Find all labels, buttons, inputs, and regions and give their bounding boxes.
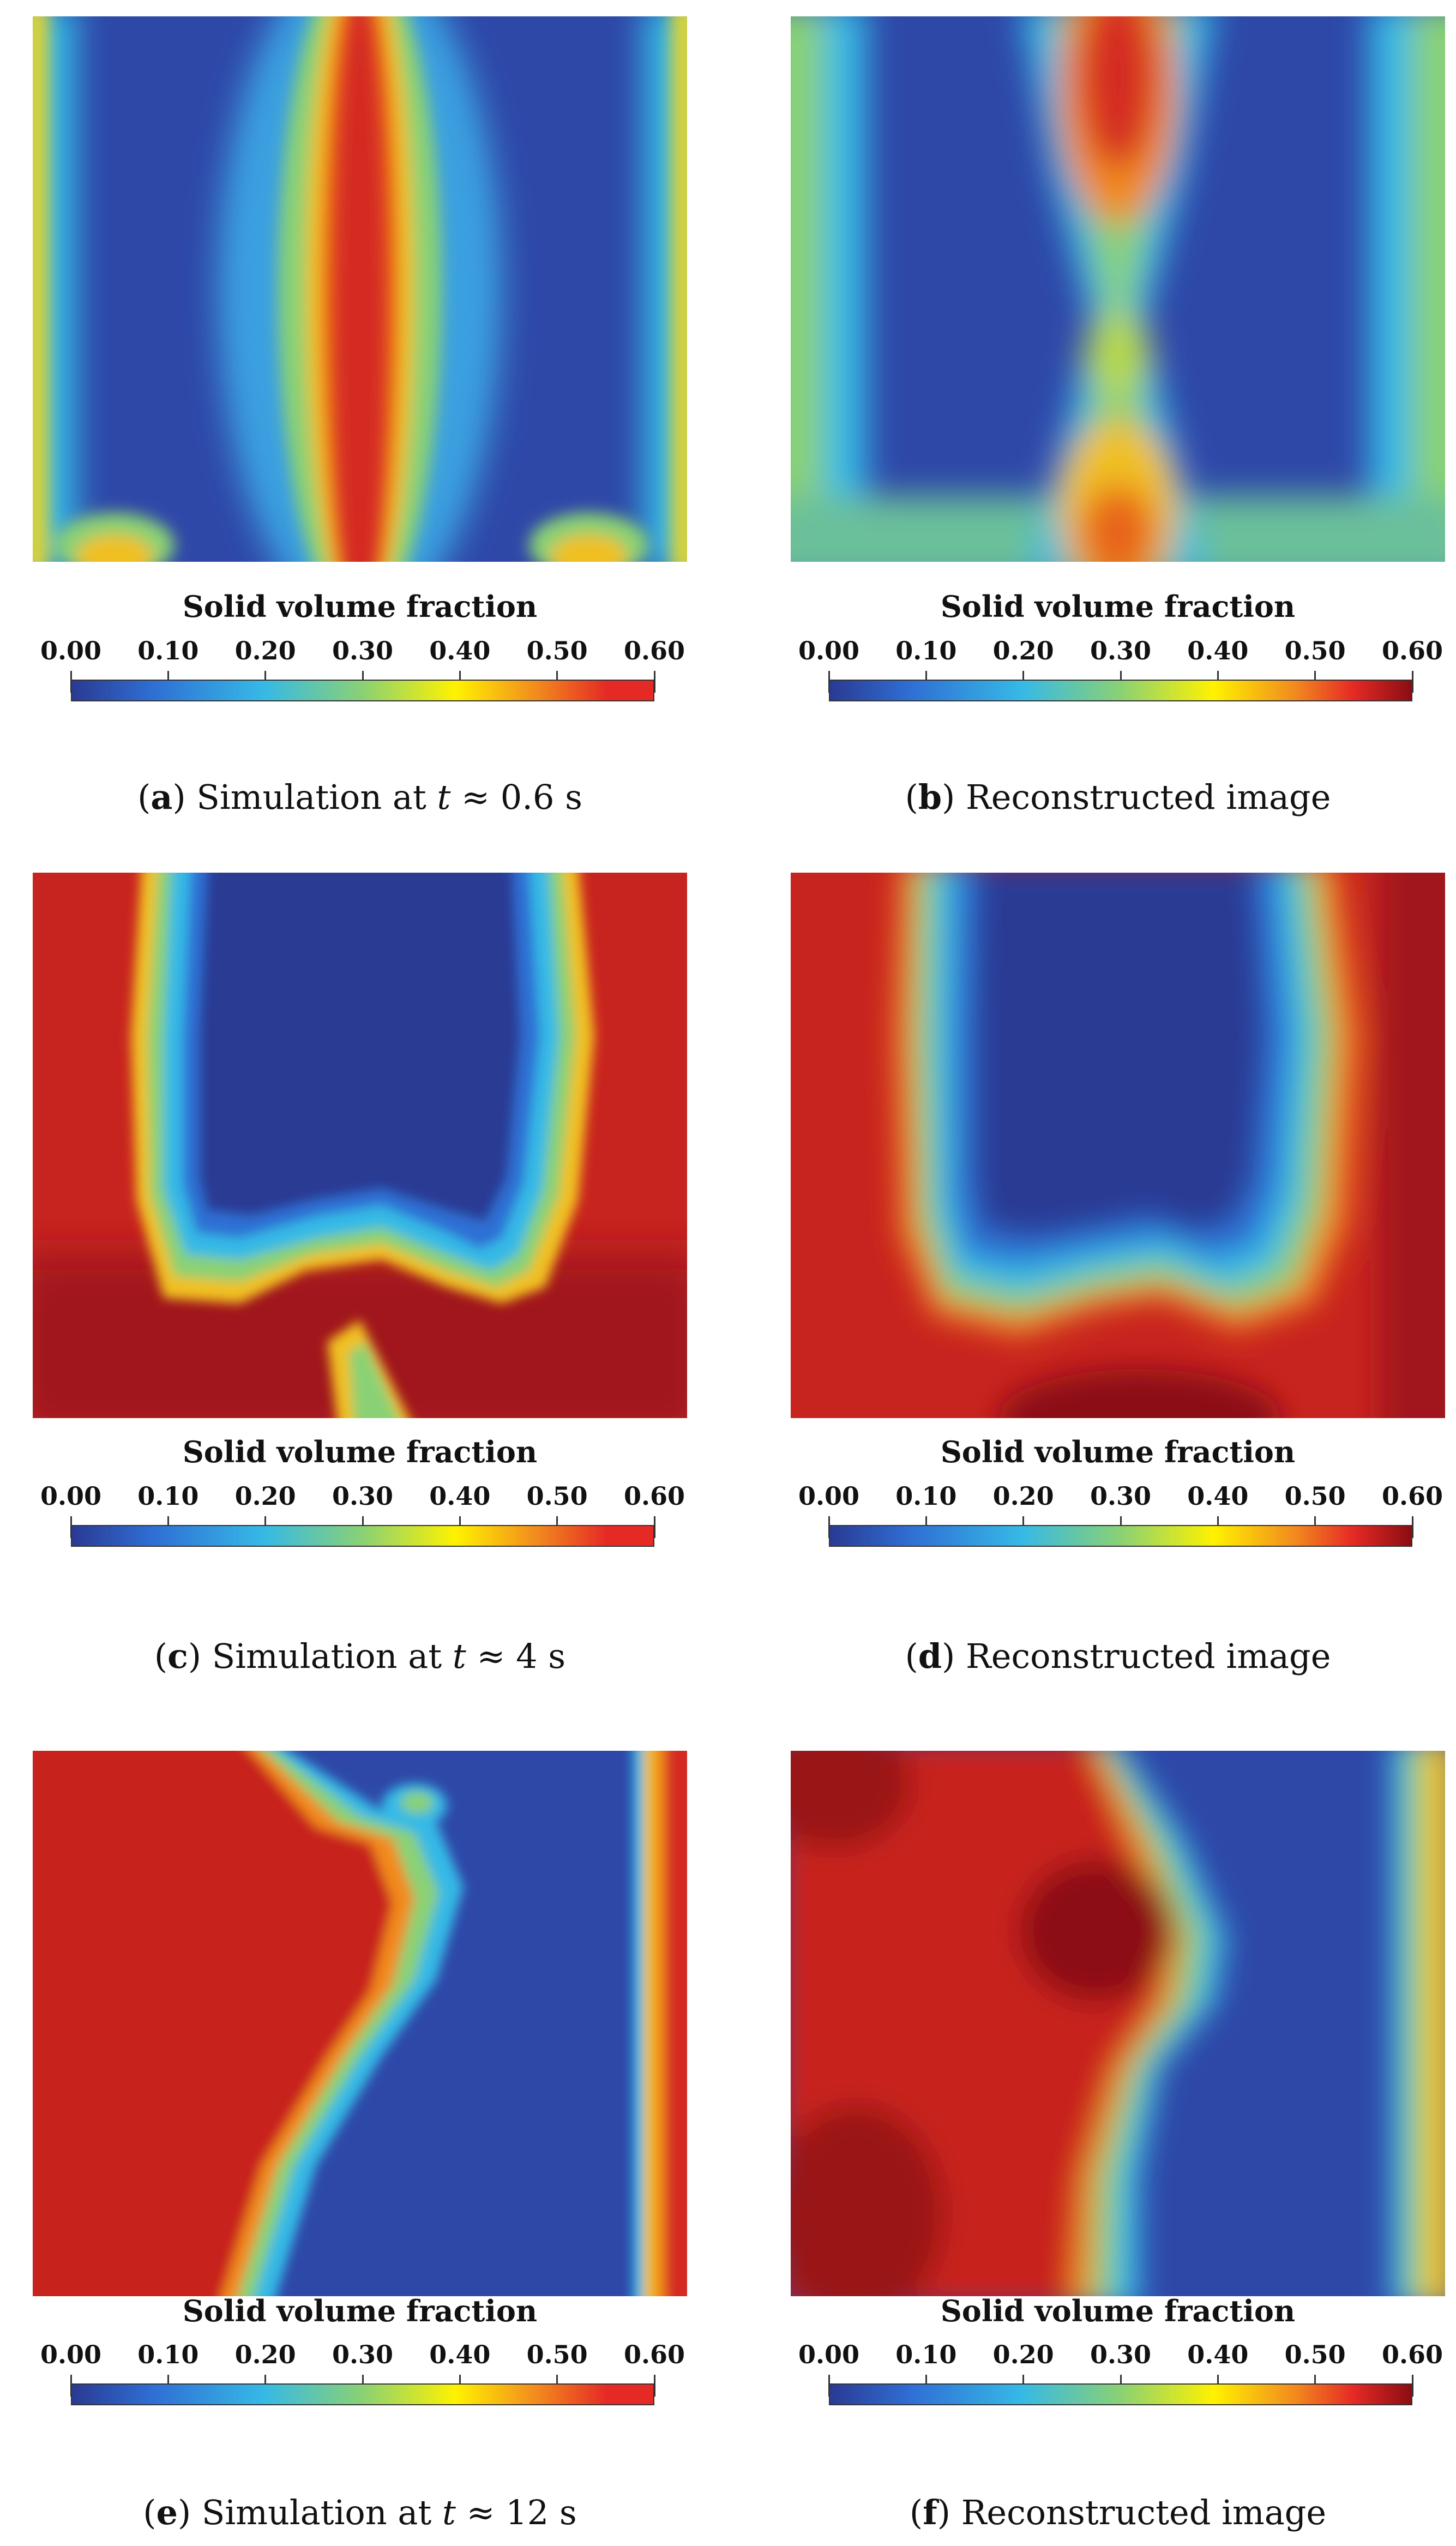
colorbar-tick-label: 0.40	[429, 2340, 491, 2369]
colorbar-tick-label: 0.00	[40, 636, 102, 665]
heatmap-panel-d	[791, 873, 1445, 1418]
caption-e: (e) Simulation at t ≈ 12 s	[143, 2493, 577, 2532]
colorbar-title-d: Solid volume fraction	[940, 1434, 1296, 1469]
colorbar-tick-label: 0.00	[40, 1481, 102, 1511]
colorbar-tick-label: 0.20	[234, 2340, 296, 2369]
colorbar-c	[71, 1525, 654, 1547]
colorbar-tick-label: 0.40	[1187, 636, 1249, 665]
colorbar-tick-label: 0.10	[137, 2340, 199, 2369]
colorbar-tick-label: 0.00	[798, 2340, 860, 2369]
colorbar-tick-label: 0.50	[1284, 2340, 1346, 2369]
colorbar-tick-label: 0.30	[1090, 1481, 1152, 1511]
colorbar-tick-label: 0.60	[1381, 636, 1443, 665]
colorbar-tick-label: 0.20	[234, 636, 296, 665]
colorbar-tick-label: 0.60	[1381, 1481, 1443, 1511]
colorbar-tick-label: 0.00	[798, 1481, 860, 1511]
colorbar-tick-label: 0.30	[1090, 2340, 1152, 2369]
colorbar-d	[829, 1525, 1412, 1547]
colorbar-tick-mark	[653, 2375, 655, 2397]
colorbar-tick-label: 0.20	[992, 636, 1054, 665]
colorbar-tick-label: 0.50	[526, 636, 588, 665]
colorbar-tick-label: 0.00	[40, 2340, 102, 2369]
colorbar-tick-label: 0.40	[1187, 1481, 1249, 1511]
caption-d: (d) Reconstructed image	[905, 1636, 1331, 1676]
colorbar-tick-label: 0.60	[623, 636, 685, 665]
colorbar-title-e: Solid volume fraction	[182, 2293, 538, 2328]
heatmap-panel-b	[791, 16, 1445, 562]
heatmap-panel-f	[791, 1751, 1445, 2296]
colorbar-tick-label: 0.60	[1381, 2340, 1443, 2369]
colorbar-tick-label: 0.10	[895, 1481, 957, 1511]
colorbar-tick-label: 0.50	[1284, 1481, 1346, 1511]
caption-c: (c) Simulation at t ≈ 4 s	[154, 1636, 566, 1676]
caption-f: (f) Reconstructed image	[909, 2493, 1327, 2532]
colorbar-title-b: Solid volume fraction	[940, 589, 1296, 624]
colorbar-tick-label: 0.30	[332, 2340, 394, 2369]
colorbar-tick-label: 0.50	[1284, 636, 1346, 665]
colorbar-tick-label: 0.60	[623, 2340, 685, 2369]
colorbar-tick-mark	[653, 671, 655, 693]
colorbar-tick-mark	[1411, 1516, 1413, 1538]
heatmap-panel-e	[33, 1751, 687, 2296]
colorbar-tick-label: 0.00	[798, 636, 860, 665]
caption-a: (a) Simulation at t ≈ 0.6 s	[137, 777, 582, 817]
colorbar-tick-mark	[653, 1516, 655, 1538]
colorbar-tick-label: 0.10	[895, 2340, 957, 2369]
colorbar-tick-label: 0.40	[429, 636, 491, 665]
colorbar-tick-label: 0.40	[1187, 2340, 1249, 2369]
colorbar-tick-label: 0.40	[429, 1481, 491, 1511]
colorbar-tick-label: 0.20	[992, 1481, 1054, 1511]
colorbar-tick-label: 0.10	[137, 636, 199, 665]
colorbar-tick-label: 0.50	[526, 1481, 588, 1511]
caption-b: (b) Reconstructed image	[905, 777, 1331, 817]
heatmap-panel-a	[33, 16, 687, 562]
colorbar-tick-label: 0.30	[1090, 636, 1152, 665]
heatmap-panel-c	[33, 873, 687, 1418]
colorbar-e	[71, 2383, 654, 2405]
colorbar-tick-mark	[1411, 2375, 1413, 2397]
colorbar-tick-label: 0.10	[137, 1481, 199, 1511]
colorbar-tick-label: 0.30	[332, 636, 394, 665]
colorbar-title-c: Solid volume fraction	[182, 1434, 538, 1469]
colorbar-tick-label: 0.30	[332, 1481, 394, 1511]
colorbar-f	[829, 2383, 1412, 2405]
colorbar-title-a: Solid volume fraction	[182, 589, 538, 624]
colorbar-tick-label: 0.20	[234, 1481, 296, 1511]
colorbar-tick-label: 0.50	[526, 2340, 588, 2369]
colorbar-tick-mark	[1411, 671, 1413, 693]
colorbar-b	[829, 680, 1412, 701]
colorbar-tick-label: 0.10	[895, 636, 957, 665]
colorbar-tick-label: 0.20	[992, 2340, 1054, 2369]
colorbar-tick-label: 0.60	[623, 1481, 685, 1511]
colorbar-title-f: Solid volume fraction	[940, 2293, 1296, 2328]
colorbar-a	[71, 680, 654, 701]
